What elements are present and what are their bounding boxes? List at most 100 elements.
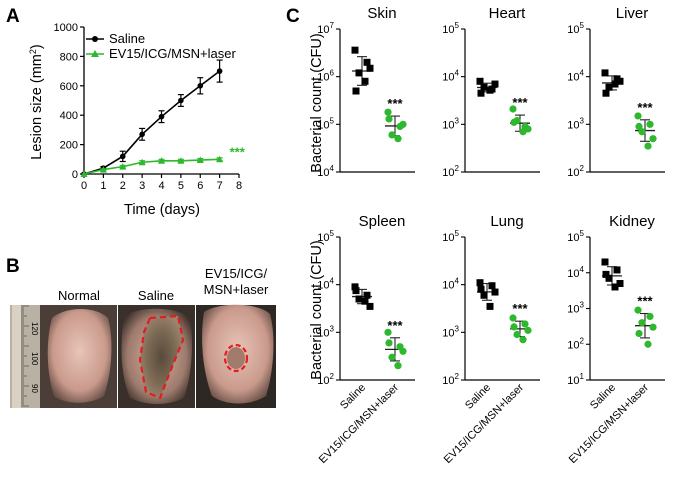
- data-point-saline: [476, 279, 484, 287]
- data-point-treated: [634, 112, 642, 120]
- chart-a-y-tick-label: 1000: [54, 22, 78, 34]
- chart-a-axes: 0 200 400 600 800 1000 0 1 2 3 4 5 6 7 8: [54, 22, 243, 192]
- y-tick-label: 105: [317, 229, 334, 244]
- data-point-treated: [388, 131, 396, 139]
- data-point-saline: [352, 87, 360, 95]
- data-point-treated: [644, 142, 652, 150]
- y-tick-label: 103: [317, 324, 334, 339]
- tick-exponent: 1: [580, 372, 585, 381]
- significance-label: ***: [637, 100, 653, 115]
- chart-c-row2-y-axis-title: Bacterial count (CFU): [309, 240, 325, 379]
- tick-base: 10: [442, 24, 454, 36]
- chart-a-y-tick-label: 800: [60, 51, 78, 63]
- photo-normal-skin: [47, 309, 112, 403]
- tick-exponent: 4: [330, 164, 335, 173]
- bacterial-count-scatter-grid: Skin104105106107***Heart102103104105***L…: [317, 5, 665, 466]
- tick-base: 10: [317, 280, 329, 292]
- tick-base: 10: [442, 119, 454, 131]
- ruler-mark-2: 100: [30, 352, 39, 366]
- data-point-treated: [513, 330, 521, 339]
- tick-exponent: 5: [580, 229, 585, 238]
- data-point-treated: [509, 105, 517, 113]
- data-point-treated: [509, 314, 517, 322]
- tick-base: 10: [567, 119, 579, 131]
- y-tick-label: 104: [317, 164, 334, 179]
- y-tick-label: 104: [442, 69, 459, 84]
- chart-a-y-axis-title-sup: 2: [28, 49, 38, 54]
- x-category-label: Saline: [463, 382, 493, 412]
- data-point-treated: [394, 362, 402, 370]
- data-point-saline: [601, 69, 609, 77]
- tick-exponent: 5: [330, 229, 335, 238]
- y-tick-label: 105: [317, 116, 334, 131]
- data-point-treated: [649, 135, 657, 143]
- y-tick-label: 105: [442, 21, 459, 36]
- subplot-title: Skin: [367, 5, 396, 22]
- tick-exponent: 3: [330, 324, 335, 333]
- data-point-saline: [611, 80, 619, 88]
- data-point: [139, 131, 145, 138]
- tick-exponent: 5: [455, 229, 460, 238]
- ruler-ticks: [21, 305, 29, 407]
- data-point-treated: [384, 108, 392, 116]
- data-point-treated: [644, 340, 652, 348]
- tick-exponent: 5: [330, 116, 335, 125]
- data-point: [197, 83, 204, 89]
- tick-base: 10: [567, 375, 579, 387]
- data-point-saline: [602, 89, 610, 97]
- tick-exponent: 2: [580, 164, 585, 173]
- chart-a-significance-label: ***: [230, 144, 246, 159]
- chart-a-y-tick-label: 0: [72, 169, 78, 181]
- chart-a-x-tick-label: 1: [100, 180, 106, 192]
- data-point: [80, 170, 88, 177]
- legend-saline-marker: [92, 36, 98, 42]
- data-point-saline: [480, 291, 488, 299]
- photo-treated-wound: [227, 347, 245, 369]
- subplot-title: Heart: [489, 5, 527, 22]
- data-point-saline: [616, 77, 624, 85]
- tick-exponent: 3: [455, 116, 460, 125]
- data-point: [216, 68, 223, 74]
- subplot-kidney: Kidney101102103104105***SalineEV15/ICG/M…: [567, 213, 665, 466]
- chart-a-y-axis-title-suffix: ): [29, 44, 45, 49]
- data-point-saline: [363, 291, 371, 299]
- chart-a-x-axis-title: Time (days): [124, 202, 200, 218]
- tick-base: 10: [567, 24, 579, 36]
- tick-exponent: 2: [455, 164, 460, 173]
- tick-base: 10: [442, 72, 454, 84]
- tick-base: 10: [567, 72, 579, 84]
- data-point-treated: [635, 122, 643, 131]
- tick-exponent: 2: [455, 372, 460, 381]
- data-point: [158, 157, 165, 164]
- data-point-saline: [605, 274, 613, 282]
- y-tick-label: 104: [567, 265, 584, 280]
- tick-base: 10: [442, 280, 454, 292]
- x-category-label: Saline: [588, 382, 618, 412]
- photo-label-treated-line2: MSN+laser: [204, 282, 269, 297]
- data-point-treated: [646, 312, 654, 321]
- data-point-saline: [602, 270, 610, 278]
- chart-a-y-tick-label: 200: [60, 140, 78, 152]
- y-tick-label: 103: [442, 324, 459, 339]
- data-point-treated: [638, 319, 646, 327]
- tick-base: 10: [317, 232, 329, 244]
- tick-exponent: 3: [580, 301, 585, 310]
- data-point-saline: [361, 77, 369, 85]
- y-tick-label: 106: [317, 69, 334, 84]
- tick-base: 10: [442, 232, 454, 244]
- data-point: [196, 156, 204, 164]
- tick-base: 10: [567, 304, 579, 316]
- y-tick-label: 105: [442, 229, 459, 244]
- data-point-treated: [510, 118, 518, 126]
- data-point-saline: [352, 287, 360, 295]
- data-point-saline: [366, 302, 374, 310]
- data-point-treated: [524, 326, 532, 334]
- tick-exponent: 3: [580, 116, 585, 125]
- chart-a-x-tick-label: 8: [236, 180, 242, 192]
- y-tick-label: 102: [442, 372, 459, 387]
- tick-base: 10: [442, 167, 454, 179]
- data-point-treated: [399, 120, 407, 128]
- data-point-saline: [476, 77, 484, 85]
